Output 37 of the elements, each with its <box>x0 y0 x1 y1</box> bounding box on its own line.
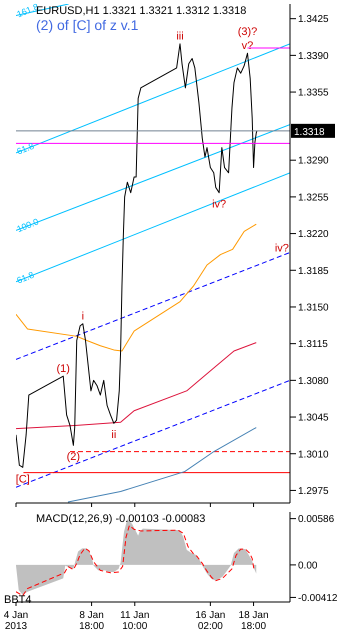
annotation: iv? <box>274 242 289 254</box>
annotation: [C] <box>16 473 30 486</box>
line-series <box>16 342 257 430</box>
y-tick-label: 1.3115 <box>298 339 328 350</box>
text: (2) of [C] of z v.1 <box>36 17 138 33</box>
x-tick-label: 8 Jan 18:00 <box>79 610 105 630</box>
y-tick-label: -0.00412 <box>298 592 338 604</box>
x-tick-label: 4 Jan 2013 <box>4 610 28 630</box>
annotation: (3)? <box>238 26 258 38</box>
y-tick-label: 0.00586 <box>298 514 335 526</box>
x-tick-label: 18 Jan 18:00 <box>238 610 269 630</box>
annotation: ii <box>111 429 116 442</box>
y-tick-label: 1.3355 <box>298 88 330 99</box>
line-series <box>67 427 257 502</box>
y-tick-label: 1.3390 <box>298 50 330 62</box>
ref-line-label: 1.3318 <box>294 126 326 138</box>
y-tick-label: 1.3425 <box>298 14 330 26</box>
y-tick-label: 1.3290 <box>298 156 330 167</box>
annotation: (1) <box>56 363 70 376</box>
annotation: iii <box>176 30 184 43</box>
y-tick-label: 1.3010 <box>298 449 330 460</box>
annotation: i <box>82 310 84 323</box>
y-tick-label: 1.3255 <box>298 192 330 204</box>
y-tick-label: 1.2975 <box>298 486 330 497</box>
annotation: v? <box>242 40 254 52</box>
x-tick-label: 16 Jan 02:00 <box>195 610 226 630</box>
y-tick-label: 1.3220 <box>298 229 330 240</box>
line-series <box>16 43 258 468</box>
annotation: (2) <box>66 451 80 464</box>
x-tick-label: 11 Jan 10:00 <box>120 610 150 630</box>
y-tick-label: 0.00 <box>298 560 318 572</box>
chart-title: MACD(12,26,9) -0.00103 -0.00083 <box>36 513 206 525</box>
y-tick-label: 1.3080 <box>298 376 330 387</box>
annotation: iv? <box>212 198 226 211</box>
y-tick-label: 1.3045 <box>298 412 330 424</box>
y-tick-label: 1.3150 <box>298 302 330 314</box>
y-tick-label: 1.3185 <box>298 266 330 277</box>
